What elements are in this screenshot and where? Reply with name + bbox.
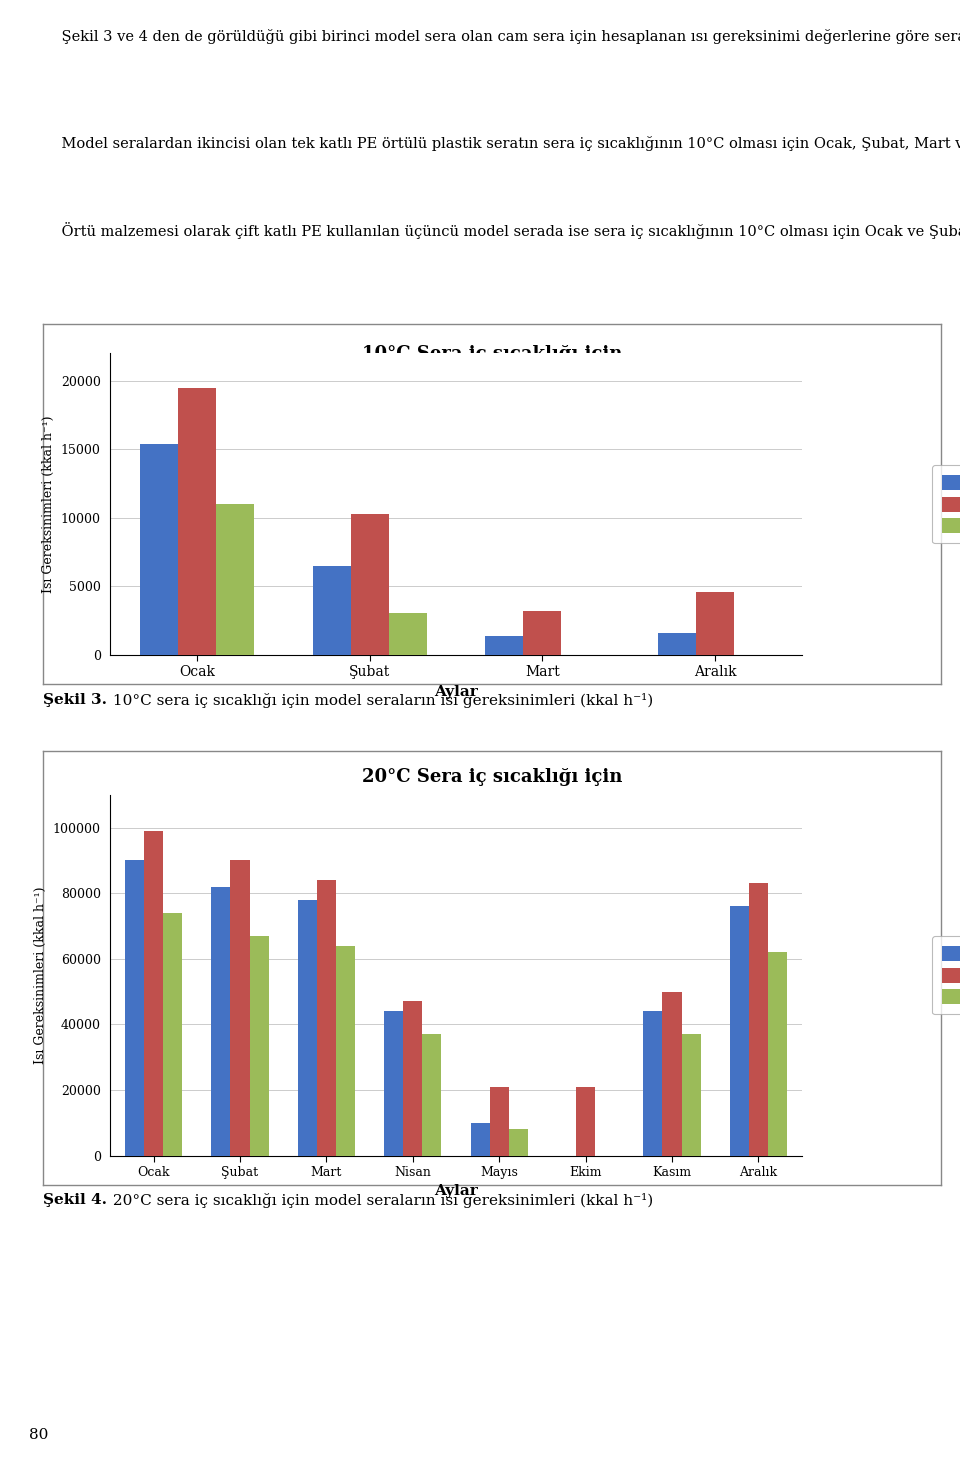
- Bar: [768, 952, 787, 1156]
- Text: Model seralardan ikincisi olan tek katlı PE örtülü plastik seratın sera iç sıcak: Model seralardan ikincisi olan tek katlı…: [43, 135, 960, 150]
- Bar: [384, 1011, 403, 1156]
- Bar: [730, 907, 749, 1156]
- Text: 20°C sera iç sıcaklığı için model seraların ısı gereksinimleri (kkal h⁻¹): 20°C sera iç sıcaklığı için model serala…: [108, 1194, 653, 1209]
- Bar: [696, 592, 734, 655]
- Legend: Cam sera, Tek katlı PE, Çift katlı PE: Cam sera, Tek katlı PE, Çift katlı PE: [932, 936, 960, 1014]
- Text: Şekil 3 ve 4 den de görüldüğü gibi birinci model sera olan cam sera için hesapla: Şekil 3 ve 4 den de görüldüğü gibi birin…: [43, 29, 960, 44]
- Bar: [509, 1129, 528, 1156]
- Text: Şekil 3.: Şekil 3.: [43, 693, 108, 707]
- Bar: [317, 880, 336, 1156]
- Bar: [250, 936, 269, 1156]
- Text: Şekil 4.: Şekil 4.: [43, 1194, 108, 1207]
- Bar: [422, 1035, 442, 1156]
- Bar: [140, 445, 178, 655]
- Bar: [662, 992, 682, 1156]
- Y-axis label: Isı Gereksinimleri (kkal h⁻¹): Isı Gereksinimleri (kkal h⁻¹): [35, 886, 47, 1064]
- Bar: [403, 1001, 422, 1156]
- Bar: [211, 886, 230, 1156]
- Bar: [230, 861, 250, 1156]
- Bar: [470, 1123, 490, 1156]
- Bar: [389, 612, 426, 655]
- Text: 20°C Sera iç sıcaklığı için: 20°C Sera iç sıcaklığı için: [362, 768, 622, 786]
- Bar: [216, 503, 253, 655]
- Bar: [336, 945, 355, 1156]
- Bar: [178, 387, 216, 655]
- Bar: [576, 1086, 595, 1156]
- Bar: [125, 861, 144, 1156]
- Bar: [682, 1035, 701, 1156]
- Bar: [350, 514, 389, 655]
- Text: Örtü malzemesi olarak çift katlı PE kullanılan üçüncü model serada ise sera iç s: Örtü malzemesi olarak çift katlı PE kull…: [43, 222, 960, 238]
- Bar: [659, 633, 696, 655]
- Bar: [486, 636, 523, 655]
- Bar: [313, 565, 350, 655]
- Y-axis label: Isı Gereksinimleri (kkal h⁻¹): Isı Gereksinimleri (kkal h⁻¹): [42, 415, 55, 593]
- Bar: [144, 832, 163, 1156]
- Bar: [749, 883, 768, 1156]
- Text: 10°C sera iç sıcaklığı için model seraların ısı gereksinimleri (kkal h⁻¹): 10°C sera iç sıcaklığı için model serala…: [108, 693, 653, 708]
- Text: 10°C Sera iç sıcaklığı için: 10°C Sera iç sıcaklığı için: [362, 346, 622, 364]
- X-axis label: Aylar: Aylar: [434, 684, 478, 699]
- Bar: [163, 913, 182, 1156]
- Bar: [298, 899, 317, 1156]
- Bar: [523, 611, 562, 655]
- Legend: Cam sera, Tek katlı PE, Çift katlı PE: Cam sera, Tek katlı PE, Çift katlı PE: [932, 465, 960, 543]
- Bar: [643, 1011, 662, 1156]
- Text: 80: 80: [29, 1428, 48, 1443]
- X-axis label: Aylar: Aylar: [434, 1185, 478, 1198]
- Bar: [490, 1086, 509, 1156]
